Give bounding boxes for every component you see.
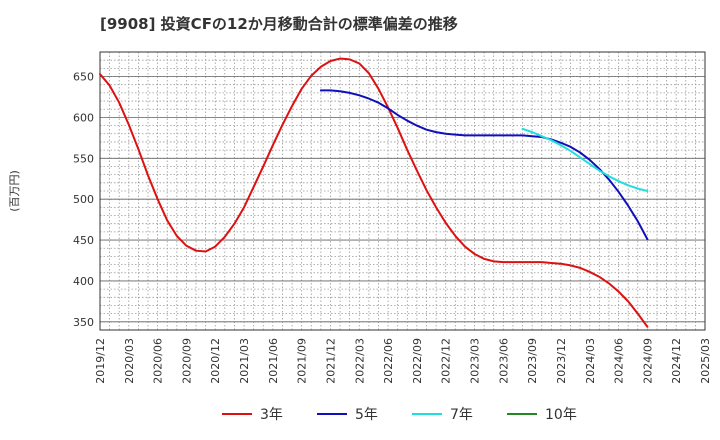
- y-axis-label: (百万円): [8, 170, 21, 212]
- series-line-2: [319, 89, 649, 241]
- x-tick-label: 2024/09: [641, 338, 654, 384]
- x-tick-label: 2024/03: [584, 338, 597, 384]
- y-tick-label: 450: [73, 234, 94, 247]
- y-tick-label: 350: [73, 316, 94, 329]
- x-tick-label: 2020/06: [152, 338, 165, 384]
- series-line-1: [99, 57, 649, 328]
- x-tick-label: 2023/06: [497, 338, 510, 384]
- x-tick-label: 2020/12: [209, 338, 222, 384]
- plot-frame: [99, 51, 706, 331]
- legend-label-4: 10年: [545, 407, 577, 423]
- x-tick-label: 2023/03: [469, 338, 482, 384]
- legend-label-2: 5年: [355, 407, 378, 423]
- y-tick-label: 400: [73, 275, 94, 288]
- x-tick-label: 2023/12: [555, 338, 568, 384]
- x-tick-label: 2019/12: [94, 338, 107, 384]
- legend-label-1: 3年: [260, 407, 283, 423]
- x-tick-label: 2021/12: [324, 338, 337, 384]
- legend-label-3: 7年: [450, 407, 473, 423]
- x-tick-label: 2021/03: [238, 338, 251, 384]
- x-tick-label: 2024/06: [613, 338, 626, 384]
- y-tick-label: 600: [73, 111, 94, 124]
- x-tick-label: 2024/12: [670, 338, 683, 384]
- x-tick-label: 2021/09: [296, 338, 309, 384]
- y-tick-label: 500: [73, 193, 94, 206]
- x-tick-label: 2022/12: [440, 338, 453, 384]
- x-tick-label: 2022/03: [353, 338, 366, 384]
- x-tick-label: 2023/09: [526, 338, 539, 384]
- series-line-3: [521, 127, 649, 192]
- y-tick-label: 650: [73, 71, 94, 84]
- x-tick-label: 2022/09: [411, 338, 424, 384]
- x-tick-label: 2020/03: [123, 338, 136, 384]
- x-tick-label: 2025/03: [699, 338, 712, 384]
- x-tick-label: 2020/09: [180, 338, 193, 384]
- x-tick-label: 2022/06: [382, 338, 395, 384]
- chart-title: [9908] 投資CFの12か月移動合計の標準偏差の推移: [100, 15, 458, 33]
- y-tick-label: 550: [73, 152, 94, 165]
- x-tick-label: 2021/06: [267, 338, 280, 384]
